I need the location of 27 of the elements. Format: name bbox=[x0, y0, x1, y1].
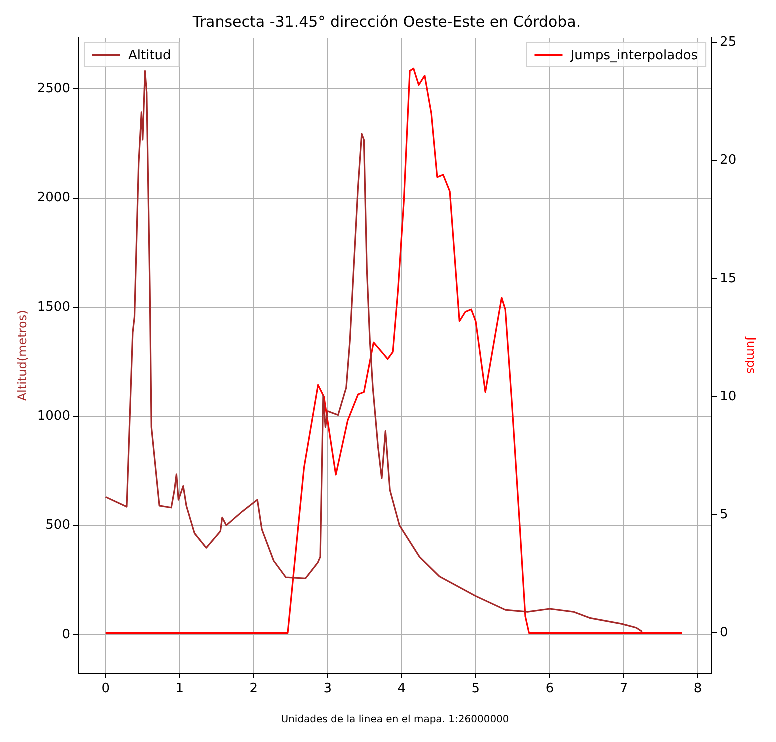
y2-tick-label: 15 bbox=[720, 271, 737, 286]
x-tick-label: 8 bbox=[694, 682, 702, 697]
legend-label: Jumps_interpolados bbox=[570, 48, 698, 64]
y2-tick-label: 10 bbox=[720, 389, 737, 404]
y2-tick-label: 5 bbox=[720, 508, 728, 523]
x-tick-label: 7 bbox=[620, 682, 628, 697]
x-tick-label: 4 bbox=[398, 682, 406, 697]
y-tick-label: 2000 bbox=[37, 190, 70, 206]
y2-axis-title: Jumps bbox=[744, 336, 759, 374]
legend-label: Altitud bbox=[128, 48, 172, 64]
x-tick-label: 6 bbox=[546, 682, 554, 697]
y-axis-title: Altitud(metros) bbox=[15, 310, 30, 402]
y2-tick-label: 0 bbox=[720, 626, 728, 641]
y-tick-label: 1000 bbox=[37, 408, 70, 424]
y-tick-label: 1500 bbox=[37, 300, 70, 315]
y2-tick-label: 25 bbox=[720, 35, 737, 50]
y-tick-label: 500 bbox=[46, 518, 70, 534]
chart-title: Transecta -31.45° dirección Oeste-Este en Córdoba. bbox=[192, 12, 582, 31]
x-tick-label: 3 bbox=[324, 682, 332, 697]
x-tick-label: 0 bbox=[102, 682, 110, 697]
y2-tick-label: 20 bbox=[720, 153, 737, 168]
y-tick-label: 2500 bbox=[37, 81, 70, 96]
x-axis-title: Unidades de la linea en el mapa. 1:26000000 bbox=[281, 714, 510, 726]
x-tick-label: 1 bbox=[176, 682, 184, 697]
y-tick-label: 0 bbox=[62, 627, 70, 642]
x-tick-label: 5 bbox=[472, 682, 480, 697]
x-tick-label: 2 bbox=[250, 682, 258, 697]
